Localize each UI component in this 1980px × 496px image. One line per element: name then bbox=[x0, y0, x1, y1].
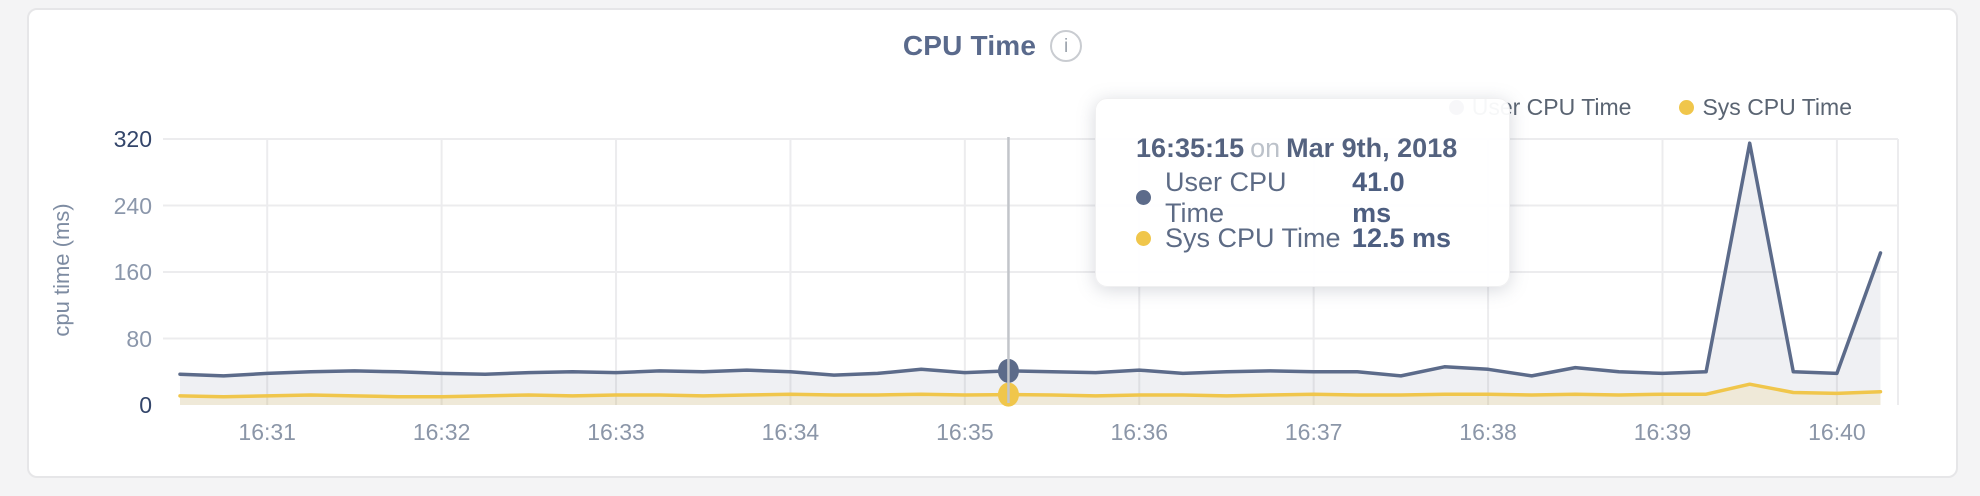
area-user bbox=[180, 143, 1881, 405]
tooltip-rows: User CPU Time 41.0 ms Sys CPU Time 12.5 ms bbox=[1136, 167, 1451, 259]
x-tick-label: 16:37 bbox=[1284, 419, 1343, 445]
tooltip-series-value: 12.5 ms bbox=[1351, 223, 1451, 253]
tooltip-series-value: 41.0 ms bbox=[1352, 166, 1405, 228]
x-tick-label: 16:32 bbox=[412, 419, 471, 445]
y-tick-label: 160 bbox=[113, 259, 152, 285]
tooltip-date: Mar 9th, 2018 bbox=[1286, 133, 1458, 163]
x-tick-label: 16:34 bbox=[761, 419, 820, 445]
x-tick-label: 16:35 bbox=[936, 419, 994, 445]
x-tick-label: 16:36 bbox=[1110, 419, 1169, 445]
tooltip-row: User CPU Time 41.0 ms bbox=[1136, 167, 1451, 228]
line-sys-cpu bbox=[178, 382, 1883, 399]
y-tick-label: 80 bbox=[126, 325, 152, 352]
tooltip-series-dot bbox=[1136, 190, 1151, 205]
x-tick-label: 16:38 bbox=[1459, 419, 1517, 445]
x-tick-label: 16:31 bbox=[238, 419, 296, 445]
tooltip-time: 16:35:15 bbox=[1136, 133, 1245, 163]
x-tick-label: 16:39 bbox=[1633, 419, 1692, 445]
chart-tooltip: 16:35:15 on Mar 9th, 2018 User CPU Time 41.… bbox=[1095, 98, 1510, 287]
y-tick-label: 240 bbox=[113, 192, 152, 219]
line-user-cpu bbox=[178, 141, 1883, 378]
chart-title: CPU Time bbox=[902, 30, 1037, 61]
info-icon[interactable]: i bbox=[1050, 30, 1083, 62]
x-tick-label: 16:33 bbox=[587, 419, 645, 445]
x-tick-label: 16:40 bbox=[1808, 419, 1866, 445]
y-tick-label: 0 bbox=[139, 392, 152, 418]
legend-label: Sys CPU Time bbox=[1702, 94, 1852, 120]
tooltip-series-name: User CPU Time bbox=[1165, 166, 1287, 228]
tooltip-conjunction: on bbox=[1250, 133, 1281, 163]
area-sys bbox=[180, 384, 1881, 405]
tooltip-row: Sys CPU Time 12.5 ms bbox=[1136, 218, 1451, 259]
legend-item-sys-cpu-time[interactable]: Sys CPU Time bbox=[1679, 94, 1852, 121]
tooltip-series-name: Sys CPU Time bbox=[1165, 223, 1341, 253]
chart-header: CPU Time i bbox=[27, 30, 1958, 62]
tooltip-series-dot bbox=[1136, 231, 1151, 246]
tooltip-header: 16:35:15 on Mar 9th, 2018 bbox=[1136, 133, 1457, 164]
legend-dot bbox=[1679, 100, 1695, 115]
chart-card bbox=[27, 8, 1958, 478]
y-tick-label: 320 bbox=[113, 126, 152, 152]
